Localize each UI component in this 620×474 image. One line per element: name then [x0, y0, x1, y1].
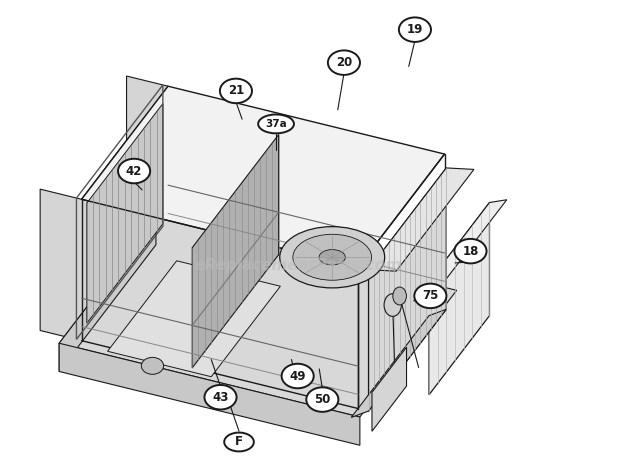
Circle shape [414, 283, 446, 308]
Ellipse shape [319, 250, 345, 265]
Ellipse shape [293, 234, 371, 280]
Circle shape [205, 385, 237, 410]
Text: 21: 21 [228, 84, 244, 98]
Circle shape [399, 18, 431, 42]
Circle shape [306, 387, 339, 412]
Polygon shape [82, 86, 168, 341]
Polygon shape [87, 104, 163, 323]
Polygon shape [40, 76, 168, 341]
Polygon shape [429, 200, 507, 282]
Ellipse shape [384, 294, 401, 316]
Circle shape [141, 357, 164, 374]
Polygon shape [192, 135, 278, 368]
Ellipse shape [280, 227, 384, 288]
Polygon shape [352, 310, 446, 418]
Polygon shape [368, 168, 446, 411]
Polygon shape [59, 343, 360, 445]
Polygon shape [107, 261, 280, 377]
Circle shape [328, 50, 360, 75]
Circle shape [281, 364, 314, 388]
Ellipse shape [224, 433, 254, 451]
Polygon shape [372, 347, 407, 431]
Circle shape [220, 79, 252, 103]
Text: 42: 42 [126, 164, 142, 178]
Text: 19: 19 [407, 23, 423, 36]
Circle shape [454, 239, 487, 264]
Text: eReplacementParts.com: eReplacementParts.com [194, 258, 401, 273]
Polygon shape [59, 217, 156, 372]
Ellipse shape [258, 115, 294, 133]
Text: 18: 18 [463, 245, 479, 258]
Text: 49: 49 [290, 370, 306, 383]
Circle shape [118, 159, 150, 183]
Polygon shape [59, 217, 457, 417]
Text: 37a: 37a [265, 119, 287, 129]
Text: 43: 43 [212, 391, 229, 404]
Ellipse shape [355, 251, 377, 273]
Polygon shape [429, 202, 489, 395]
Ellipse shape [393, 287, 407, 305]
Text: 50: 50 [314, 393, 330, 406]
Polygon shape [82, 86, 445, 267]
Text: F: F [235, 436, 243, 448]
Text: 75: 75 [422, 290, 438, 302]
Polygon shape [368, 168, 474, 271]
Text: 20: 20 [336, 56, 352, 69]
